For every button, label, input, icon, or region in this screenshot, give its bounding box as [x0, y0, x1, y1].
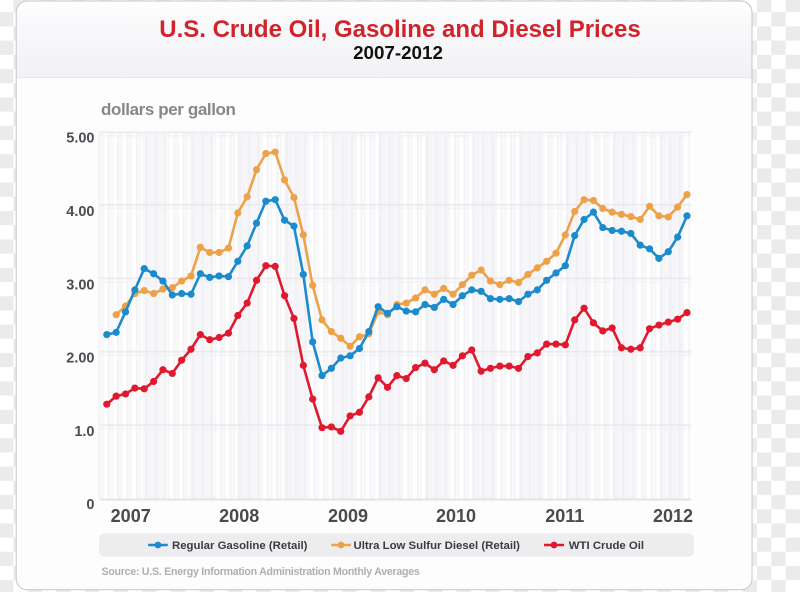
svg-text:2011: 2011 [545, 506, 584, 526]
svg-text:5.00: 5.00 [66, 131, 94, 147]
svg-text:2010: 2010 [436, 506, 476, 526]
svg-text:Regular Gasoline (Retail): Regular Gasoline (Retail) [172, 540, 308, 552]
svg-text:dollars per gallon: dollars per gallon [101, 100, 236, 119]
svg-text:2009: 2009 [328, 506, 368, 526]
svg-text:1.0: 1.0 [74, 424, 94, 440]
svg-text:3.00: 3.00 [66, 277, 94, 293]
svg-text:Source: U.S. Energy Informatio: Source: U.S. Energy Information Administ… [102, 566, 420, 578]
svg-text:2008: 2008 [219, 506, 259, 526]
svg-text:0: 0 [86, 497, 94, 513]
svg-text:Ultra Low Sulfur Diesel (Retai: Ultra Low Sulfur Diesel (Retail) [354, 540, 521, 552]
svg-text:2007: 2007 [111, 506, 151, 526]
svg-text:2007-2012: 2007-2012 [353, 42, 443, 63]
svg-text:WTI Crude Oil: WTI Crude Oil [569, 540, 644, 552]
svg-text:2.00: 2.00 [66, 351, 94, 367]
svg-text:4.00: 4.00 [66, 204, 94, 220]
svg-text:2012: 2012 [653, 506, 693, 526]
svg-text:U.S. Crude Oil, Gasoline and D: U.S. Crude Oil, Gasoline and Diesel Pric… [159, 16, 641, 43]
